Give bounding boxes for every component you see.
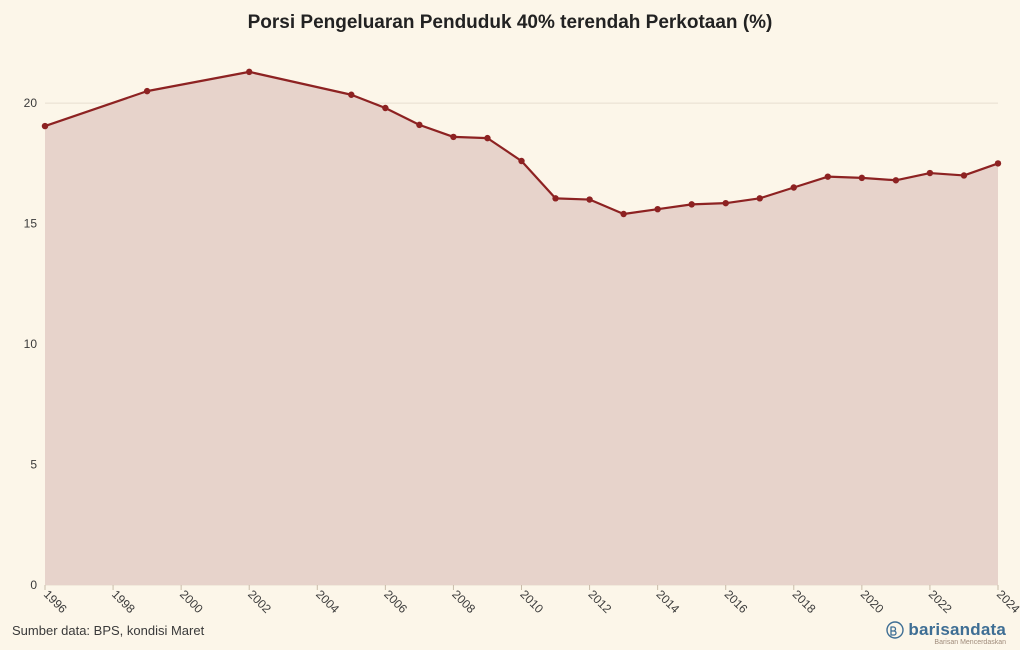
data-point xyxy=(757,195,763,201)
x-tick-label: 2022 xyxy=(926,587,955,616)
data-point xyxy=(791,184,797,190)
barisan-logo-icon xyxy=(886,621,904,639)
data-point xyxy=(893,177,899,183)
x-tick-label: 1996 xyxy=(41,587,70,616)
y-axis-labels: 0 5 10 15 20 xyxy=(24,96,38,592)
data-point xyxy=(620,211,626,217)
area-fill xyxy=(45,72,998,585)
x-tick-label: 2024 xyxy=(994,587,1020,616)
data-point xyxy=(416,122,422,128)
data-point xyxy=(995,160,1001,166)
x-tick-label: 2012 xyxy=(585,587,614,616)
data-point xyxy=(144,88,150,94)
data-point xyxy=(927,170,933,176)
x-tick-label: 2006 xyxy=(381,587,410,616)
chart-title: Porsi Pengeluaran Penduduk 40% terendah … xyxy=(0,12,1020,34)
data-point xyxy=(42,123,48,129)
data-point xyxy=(552,195,558,201)
data-point xyxy=(484,135,490,141)
x-tick-label: 2002 xyxy=(245,587,274,616)
x-tick-label: 2004 xyxy=(313,587,342,616)
chart-container: Porsi Pengeluaran Penduduk 40% terendah … xyxy=(0,0,1020,650)
brand-logo-subtext: Barisan Mencerdaskan xyxy=(934,639,1006,646)
x-tick-label: 2010 xyxy=(517,587,546,616)
data-point xyxy=(859,175,865,181)
data-point xyxy=(348,92,354,98)
x-tick-label: 2000 xyxy=(177,587,206,616)
brand-logo: barisandata xyxy=(886,620,1006,640)
area-chart-svg: 0 5 10 15 20 1996 1998 2000 2002 2004 2006 2008 2010… xyxy=(0,0,1020,650)
y-tick-label: 10 xyxy=(24,337,38,351)
x-axis-labels: 1996 1998 2000 2002 2004 2006 2008 2010 2012 2014… xyxy=(41,587,1020,616)
x-tick-label: 2016 xyxy=(722,587,751,616)
x-tick-label: 2008 xyxy=(449,587,478,616)
data-point xyxy=(961,172,967,178)
data-point xyxy=(723,200,729,206)
data-point xyxy=(654,206,660,212)
data-point xyxy=(382,105,388,111)
data-point xyxy=(586,196,592,202)
data-point xyxy=(825,173,831,179)
x-tick-label: 2018 xyxy=(790,587,819,616)
y-tick-label: 20 xyxy=(24,96,38,110)
x-tick-label: 2020 xyxy=(858,587,887,616)
data-point xyxy=(518,158,524,164)
y-tick-label: 5 xyxy=(30,458,37,472)
data-point xyxy=(246,69,252,75)
y-tick-label: 15 xyxy=(24,217,38,231)
source-label: Sumber data: BPS, kondisi Maret xyxy=(12,623,204,638)
data-point xyxy=(450,134,456,140)
data-point xyxy=(688,201,694,207)
x-tick-label: 1998 xyxy=(109,587,138,616)
y-tick-label: 0 xyxy=(30,578,37,592)
x-tick-label: 2014 xyxy=(654,587,683,616)
brand-logo-text: barisandata xyxy=(908,620,1006,640)
